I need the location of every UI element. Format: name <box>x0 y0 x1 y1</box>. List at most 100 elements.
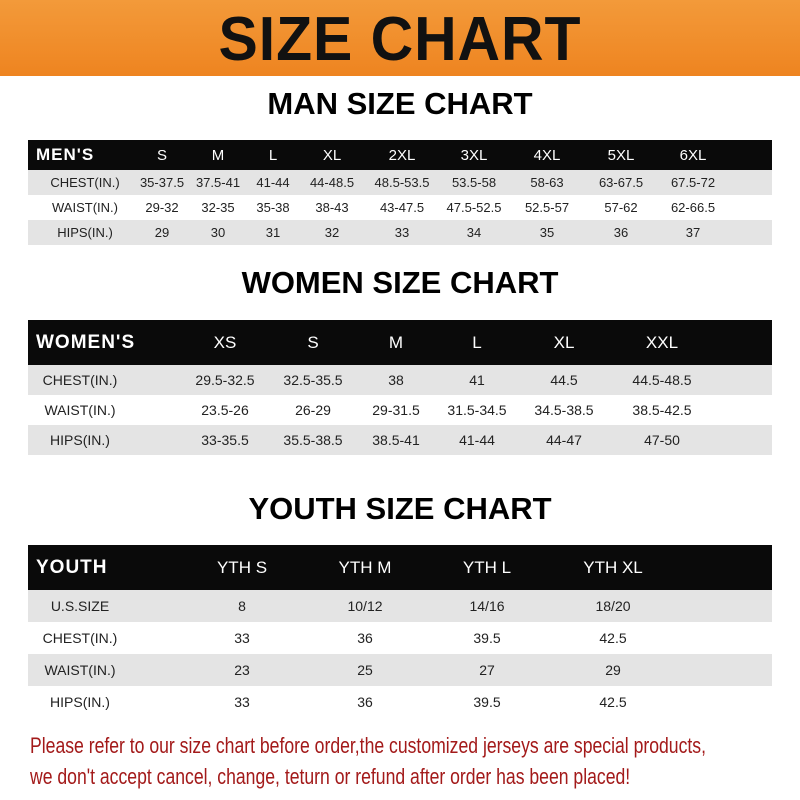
table-row: HIPS(IN.) 33 36 39.5 42.5 <box>28 686 772 718</box>
table-cell: 58-63 <box>530 175 564 190</box>
table-cell: 33 <box>234 694 250 710</box>
youth-size-table: YOUTH YTH S YTH M YTH L YTH XL U.S.SIZE 8 10/12… <box>28 545 772 718</box>
table-cell: 41-44 <box>459 432 495 448</box>
youth-section-title: YOUTH SIZE CHART <box>248 491 552 526</box>
table-cell: 37.5-41 <box>195 175 241 190</box>
table-cell: 38 <box>388 372 404 388</box>
table-cell: 29 <box>605 662 621 678</box>
table-row: WAIST(IN.) 29-32 32-35 35-38 38-43 43-47.5 47.… <box>28 195 772 220</box>
column-header: YTH M <box>338 557 392 577</box>
table-row: HIPS(IN.) 33-35.5 35.5-38.5 38.5-41 41-44 44-… <box>28 425 772 455</box>
column-header: 6XL <box>679 146 707 164</box>
women-section-title: WOMEN SIZE CHART <box>241 265 559 300</box>
column-header: XXL <box>645 332 679 352</box>
table-cell: 35.5-38.5 <box>283 432 343 448</box>
table-cell: 48.5-53.5 <box>374 175 430 190</box>
table-cell: 42.5 <box>599 694 627 710</box>
table-cell: 36 <box>613 225 629 240</box>
table-cell: 41 <box>469 372 485 388</box>
table-cell: 67.5-72 <box>670 175 716 190</box>
table-row: CHEST(IN.) 33 36 39.5 42.5 <box>28 622 772 654</box>
table-cell: 36 <box>357 694 373 710</box>
table-cell: 23.5-26 <box>201 402 249 418</box>
table-cell: 31 <box>265 225 281 240</box>
column-header: YTH XL <box>583 557 643 577</box>
table-cell: 27 <box>479 662 495 678</box>
title-banner: SIZE CHART <box>0 0 800 76</box>
table-cell: 42.5 <box>599 630 627 646</box>
table-cell: 44-48.5 <box>309 175 355 190</box>
table-row: CHEST(IN.) 35-37.5 37.5-41 41-44 44-48.5 48.5… <box>28 170 772 195</box>
table-cell: 38.5-42.5 <box>632 402 692 418</box>
column-header: YTH L <box>462 557 512 577</box>
table-corner-label: MEN'S <box>36 145 95 164</box>
notice-line-1: Please refer to our size chart before or… <box>30 733 706 758</box>
row-label: HIPS(IN.) <box>57 225 113 240</box>
row-label: WAIST(IN.) <box>44 662 116 678</box>
table-cell: 35-37.5 <box>139 175 185 190</box>
column-header: L <box>472 332 482 352</box>
women-header-row: WOMEN'S XS S M L XL XXL <box>28 320 772 365</box>
table-cell: 35-38 <box>256 200 290 215</box>
table-cell: 47.5-52.5 <box>446 200 502 215</box>
table-cell: 41-44 <box>256 175 290 190</box>
table-cell: 33 <box>394 225 410 240</box>
table-cell: 8 <box>238 598 246 614</box>
table-row: U.S.SIZE 8 10/12 14/16 18/20 <box>28 590 772 622</box>
table-cell: 36 <box>357 630 373 646</box>
row-label: CHEST(IN.) <box>42 372 118 388</box>
table-cell: 32 <box>324 225 340 240</box>
table-cell: 53.5-58 <box>451 175 497 190</box>
table-cell: 37 <box>685 225 701 240</box>
column-header: XS <box>213 332 237 352</box>
table-cell: 18/20 <box>595 598 631 614</box>
table-cell: 29.5-32.5 <box>195 372 255 388</box>
table-cell: 43-47.5 <box>379 200 425 215</box>
table-cell: 33 <box>234 630 250 646</box>
column-header: L <box>268 146 278 164</box>
men-size-table: MEN'S S M L XL 2XL 3XL 4XL 5XL 6XL CHEST(IN.) 35-37… <box>28 140 772 245</box>
table-cell: 44.5-48.5 <box>632 372 692 388</box>
row-label: HIPS(IN.) <box>50 432 110 448</box>
column-header: 5XL <box>607 146 635 164</box>
table-cell: 47-50 <box>644 432 680 448</box>
table-cell: 38.5-41 <box>372 432 420 448</box>
table-cell: 33-35.5 <box>201 432 249 448</box>
column-header: M <box>211 146 225 164</box>
table-row: HIPS(IN.) 29 30 31 32 33 34 35 36 37 <box>28 220 772 245</box>
table-cell: 25 <box>357 662 373 678</box>
table-cell: 26-29 <box>295 402 331 418</box>
table-cell: 63-67.5 <box>598 175 644 190</box>
table-corner-label: WOMEN'S <box>36 331 136 353</box>
column-header: YTH S <box>216 557 268 577</box>
women-size-table: WOMEN'S XS S M L XL XXL CHEST(IN.) 29.5-32.5 32.5… <box>28 320 772 455</box>
column-header: M <box>388 332 404 352</box>
table-cell: 14/16 <box>469 598 505 614</box>
table-cell: 39.5 <box>473 694 501 710</box>
column-header: XL <box>322 146 342 164</box>
men-section-title: MAN SIZE CHART <box>267 86 533 121</box>
table-cell: 52.5-57 <box>524 200 570 215</box>
table-cell: 10/12 <box>347 598 383 614</box>
table-cell: 30 <box>210 225 226 240</box>
column-header: S <box>156 146 168 164</box>
column-header: 3XL <box>460 146 488 164</box>
table-cell: 23 <box>234 662 250 678</box>
table-cell: 29 <box>154 225 170 240</box>
table-cell: 35 <box>539 225 555 240</box>
row-label: CHEST(IN.) <box>42 630 118 646</box>
column-header: 4XL <box>533 146 561 164</box>
table-cell: 44.5 <box>550 372 578 388</box>
table-cell: 32.5-35.5 <box>283 372 343 388</box>
table-cell: 34.5-38.5 <box>534 402 594 418</box>
column-header: S <box>307 332 319 352</box>
table-cell: 39.5 <box>473 630 501 646</box>
table-cell: 44-47 <box>546 432 582 448</box>
table-cell: 34 <box>466 225 482 240</box>
table-cell: 29-31.5 <box>372 402 420 418</box>
row-label: HIPS(IN.) <box>50 694 110 710</box>
table-row: CHEST(IN.) 29.5-32.5 32.5-35.5 38 41 44.5 44.5… <box>28 365 772 395</box>
table-row: WAIST(IN.) 23 25 27 29 <box>28 654 772 686</box>
page-title: SIZE CHART <box>218 5 582 74</box>
column-header: XL <box>553 332 575 352</box>
